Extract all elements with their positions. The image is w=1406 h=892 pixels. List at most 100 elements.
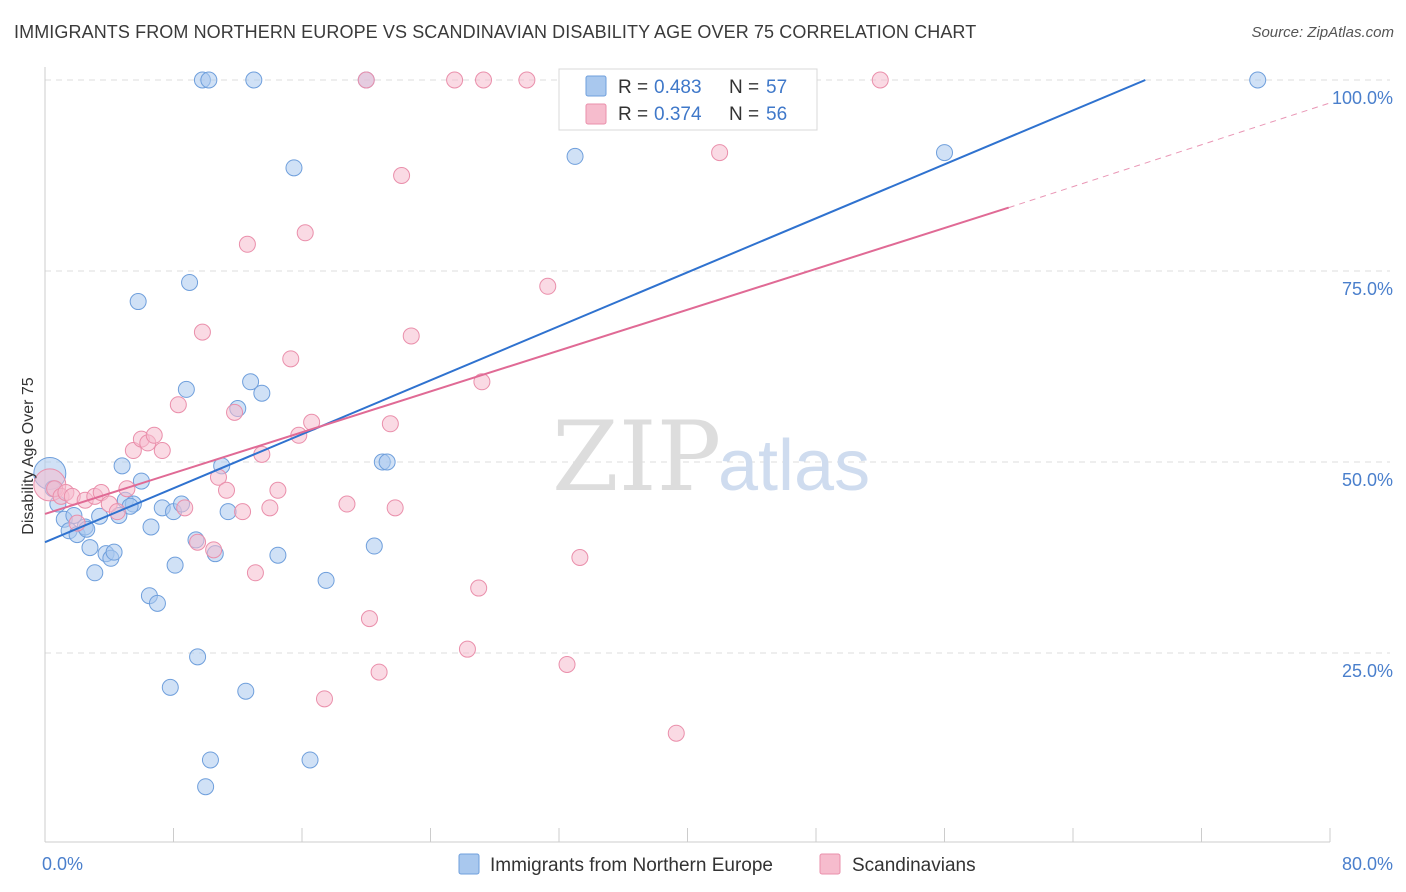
data-point: [242, 373, 260, 391]
data-point: [402, 327, 420, 345]
data-point: [226, 403, 244, 421]
data-point: [145, 426, 163, 444]
y-tick-label: 100.0%: [1332, 88, 1393, 108]
series-label-scandinavians: Scandinavians: [852, 855, 976, 876]
data-point: [282, 350, 300, 368]
x-tick-label-max: 80.0%: [1342, 854, 1393, 874]
data-point: [142, 518, 160, 536]
y-tick-label: 25.0%: [1342, 661, 1393, 681]
data-point: [370, 663, 388, 681]
watermark-atlas: atlas: [718, 426, 870, 506]
data-point: [153, 442, 171, 460]
trend-extension-scandinavians: [1008, 102, 1331, 209]
data-point: [386, 499, 404, 517]
data-points: [33, 71, 1267, 796]
legend-r-value-2: 0.374: [654, 104, 702, 125]
data-point: [189, 533, 207, 551]
data-point: [200, 71, 218, 89]
data-point: [667, 724, 685, 742]
data-point: [261, 499, 279, 517]
series-swatch-pink: [819, 853, 841, 875]
data-point: [381, 415, 399, 433]
data-point: [871, 71, 889, 89]
data-point: [253, 384, 271, 402]
data-point: [269, 546, 287, 564]
chart-title: IMMIGRANTS FROM NORTHERN EUROPE VS SCAND…: [14, 22, 977, 42]
data-point: [105, 543, 123, 561]
legend-r-label-2: R =: [618, 104, 648, 125]
data-point: [360, 610, 378, 628]
data-point: [446, 71, 464, 89]
data-point: [234, 503, 252, 521]
data-point: [169, 396, 187, 414]
data-point: [558, 655, 576, 673]
data-point: [269, 481, 287, 499]
series-swatch-blue: [458, 853, 480, 875]
data-point: [245, 71, 263, 89]
correlation-legend: R = 0.483 N = 57 R = 0.374 N = 56: [558, 68, 818, 131]
data-point: [189, 648, 207, 666]
data-point: [571, 549, 589, 566]
series-scandinavians: [33, 71, 889, 742]
data-point: [357, 71, 375, 89]
data-point: [393, 167, 411, 184]
data-point: [539, 277, 557, 295]
data-point: [378, 453, 396, 471]
x-tick-label-min: 0.0%: [42, 854, 83, 874]
data-point: [458, 640, 476, 658]
data-point: [1249, 71, 1267, 89]
data-point: [315, 690, 333, 708]
tick-labels: 25.0% 50.0% 75.0% 100.0% 0.0% 80.0%: [42, 88, 1393, 874]
data-point: [237, 682, 255, 700]
grid-lines: [45, 79, 1390, 654]
legend-n-label-2: N =: [729, 104, 759, 125]
legend-swatch-pink: [585, 103, 607, 125]
data-point: [566, 147, 584, 165]
data-point: [113, 457, 131, 475]
source-credit: Source: ZipAtlas.com: [1251, 24, 1394, 41]
data-point: [470, 579, 488, 597]
data-point: [205, 541, 223, 559]
axes: [44, 67, 1331, 843]
data-point: [193, 323, 211, 341]
data-point: [475, 71, 493, 89]
data-point: [218, 481, 236, 499]
y-tick-label: 50.0%: [1342, 470, 1393, 490]
data-point: [81, 539, 99, 557]
data-point: [166, 556, 184, 574]
series-legend: Immigrants from Northern Europe Scandina…: [458, 853, 976, 876]
trend-lines: [44, 79, 1331, 544]
trend-line-northern-europe: [44, 79, 1146, 544]
data-point: [197, 778, 215, 796]
data-point: [201, 751, 219, 769]
data-point: [86, 564, 104, 582]
legend-r-label-1: R =: [618, 77, 648, 98]
data-point: [301, 751, 319, 769]
data-point: [148, 594, 166, 612]
data-point: [296, 224, 314, 242]
y-tick-label: 75.0%: [1342, 279, 1393, 299]
legend-n-label-1: N =: [729, 77, 759, 98]
data-point: [473, 373, 491, 391]
data-point: [711, 144, 729, 162]
trend-line-scandinavians: [44, 206, 1010, 515]
data-point: [518, 71, 536, 89]
data-point: [365, 537, 383, 555]
data-point: [176, 499, 194, 517]
data-point: [338, 495, 356, 513]
watermark: ZIP atlas: [552, 401, 870, 513]
data-point: [936, 144, 953, 162]
data-point: [285, 159, 303, 177]
legend-swatch-blue: [585, 75, 607, 97]
data-point: [129, 293, 147, 311]
data-point: [219, 503, 237, 521]
legend-r-value-1: 0.483: [654, 77, 702, 98]
data-point: [181, 273, 199, 291]
data-point: [238, 235, 256, 253]
watermark-zip: ZIP: [552, 401, 721, 513]
y-axis-label: Disability Age Over 75: [20, 377, 37, 535]
data-point: [317, 571, 335, 589]
data-point: [161, 678, 179, 696]
legend-n-value-2: 56: [766, 104, 787, 125]
